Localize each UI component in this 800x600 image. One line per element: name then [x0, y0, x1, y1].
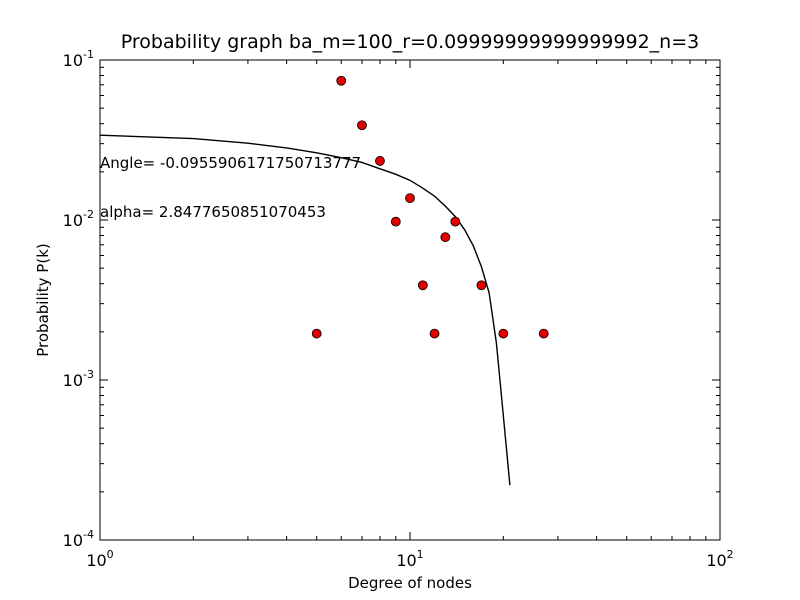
data-point — [336, 75, 347, 86]
annotation-alpha: alpha= 2.8477650851070453 — [100, 203, 326, 221]
data-point — [375, 156, 385, 166]
y-tick-label: 10-2 — [63, 208, 94, 230]
data-point — [390, 216, 401, 227]
x-tick-label: 102 — [706, 548, 733, 570]
x-tick-label: 101 — [396, 548, 423, 570]
data-point — [498, 328, 509, 339]
annotation-angle: Angle= -0.0955906171750713777 — [100, 154, 361, 172]
x-axis-label: Degree of nodes — [348, 574, 472, 592]
chart-title: Probability graph ba_m=100_r=0.099999999… — [121, 31, 699, 53]
data-point — [311, 328, 322, 339]
axis-ticks — [99, 60, 720, 541]
y-axis-label: Probability P(k) — [34, 243, 52, 357]
plot-frame — [99, 59, 721, 541]
y-tick-label: 10-4 — [63, 528, 94, 550]
data-point — [429, 328, 440, 339]
plot-area — [100, 60, 720, 540]
data-points — [311, 75, 549, 339]
data-point — [417, 280, 428, 291]
fit-line-group — [99, 134, 511, 486]
data-point — [357, 120, 367, 131]
data-point — [440, 232, 451, 243]
x-tick-labels: 100 101 102 — [86, 548, 733, 570]
data-point — [405, 193, 415, 204]
fit-line — [99, 134, 511, 486]
y-tick-labels: 10-4 10-3 10-2 10-1 — [63, 48, 94, 550]
data-point — [476, 280, 487, 291]
y-tick-label: 10-3 — [63, 368, 94, 390]
x-tick-label: 100 — [86, 548, 113, 570]
data-point — [538, 328, 549, 339]
data-point — [450, 216, 461, 227]
y-tick-label: 10-1 — [63, 48, 94, 70]
